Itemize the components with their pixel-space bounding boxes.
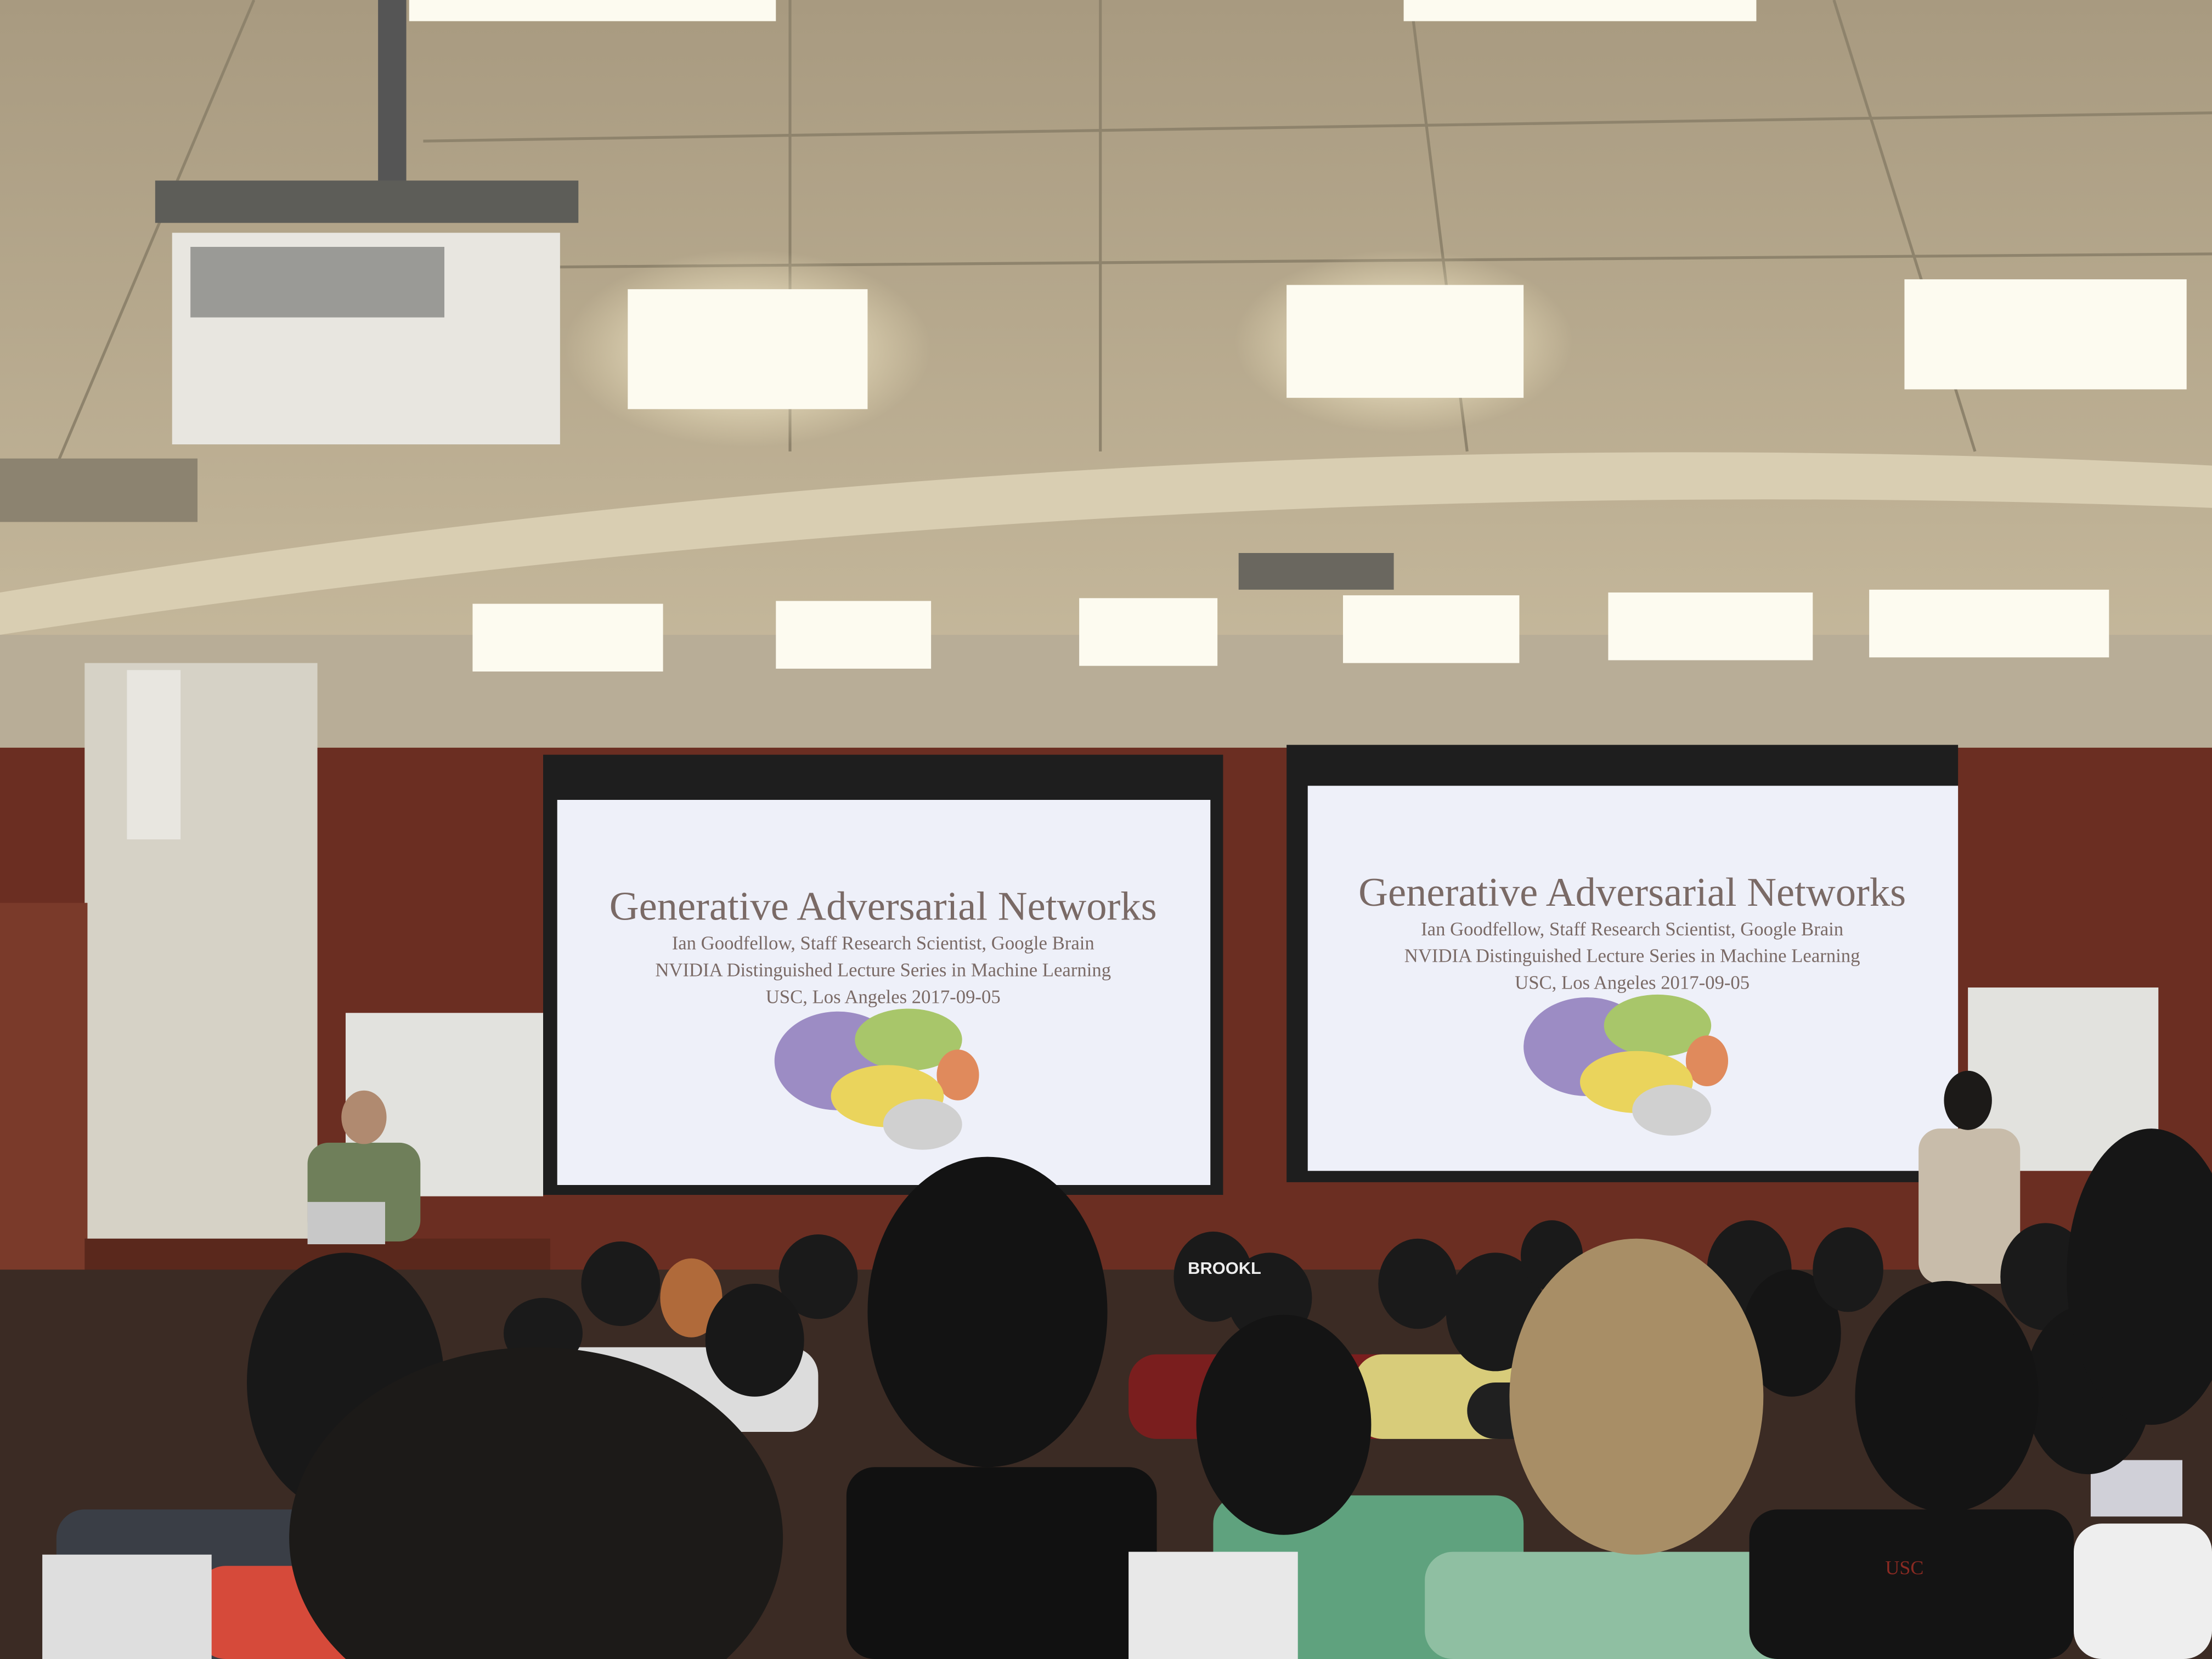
light bbox=[472, 603, 663, 672]
light bbox=[628, 289, 868, 409]
person-head bbox=[2067, 1128, 2212, 1425]
person-body bbox=[1749, 1509, 2074, 1659]
slide-line: USC, Los Angeles 2017-09-05 bbox=[1515, 972, 1750, 994]
brain-occipital bbox=[1685, 1035, 1728, 1086]
host-body bbox=[1918, 1128, 2021, 1284]
light bbox=[1343, 595, 1520, 663]
projector-mount bbox=[378, 0, 407, 184]
brain-occipital bbox=[936, 1049, 979, 1101]
person-body bbox=[1425, 1551, 1848, 1659]
light bbox=[1608, 592, 1813, 661]
ceiling-lights bbox=[409, 0, 2187, 672]
grid-line bbox=[423, 111, 2212, 143]
people: BROOKL USC bbox=[42, 1070, 2212, 1659]
person-head bbox=[1378, 1238, 1458, 1329]
light bbox=[409, 0, 776, 21]
air-vent bbox=[0, 458, 198, 522]
person-body bbox=[2074, 1523, 2212, 1659]
shirt-text: USC bbox=[1885, 1557, 1923, 1579]
person-head bbox=[867, 1156, 1108, 1468]
brain-cerebellum bbox=[883, 1099, 962, 1150]
light bbox=[776, 601, 932, 669]
lecturer-head bbox=[341, 1090, 387, 1144]
person-head bbox=[1813, 1227, 1883, 1312]
light bbox=[1904, 279, 2187, 390]
air-vent bbox=[1238, 553, 1394, 590]
person-head bbox=[581, 1241, 661, 1327]
laptop bbox=[42, 1554, 212, 1659]
person-head bbox=[1742, 1269, 1841, 1397]
slide-title: Generative Adversarial Networks bbox=[610, 884, 1157, 929]
speaker-box bbox=[127, 670, 181, 839]
slide-title: Generative Adversarial Networks bbox=[1358, 870, 1906, 915]
slide-line: NVIDIA Distinguished Lecture Series in M… bbox=[655, 959, 1111, 980]
brain-cerebellum bbox=[1632, 1085, 1712, 1136]
light bbox=[1403, 0, 1757, 21]
person-head bbox=[705, 1284, 804, 1397]
person-head bbox=[289, 1347, 783, 1659]
laptop bbox=[1128, 1551, 1298, 1659]
person-head bbox=[1855, 1280, 2039, 1513]
brain-parietal bbox=[855, 1008, 962, 1071]
grid-line bbox=[55, 0, 256, 466]
light bbox=[1286, 285, 1524, 398]
light bbox=[1869, 589, 2109, 658]
person-head bbox=[1196, 1314, 1372, 1535]
bulkhead bbox=[0, 452, 2212, 635]
slide-line: NVIDIA Distinguished Lecture Series in M… bbox=[1404, 945, 1860, 967]
slide-line: Ian Goodfellow, Staff Research Scientist… bbox=[672, 933, 1094, 954]
side-wall bbox=[84, 663, 318, 1284]
projector-shelf bbox=[155, 180, 579, 223]
light bbox=[1079, 598, 1218, 666]
slide-line: Ian Goodfellow, Staff Research Scientist… bbox=[1421, 918, 1843, 940]
person-head bbox=[1509, 1238, 1764, 1555]
person-head bbox=[660, 1258, 723, 1338]
brain-parietal bbox=[1604, 994, 1712, 1057]
lecturer-laptop bbox=[307, 1201, 385, 1244]
slides: Generative Adversarial Networks Ian Goodf… bbox=[610, 870, 1906, 1150]
cap-text: BROOKL bbox=[1188, 1259, 1261, 1278]
slide-line: USC, Los Angeles 2017-09-05 bbox=[766, 986, 1001, 1007]
host-head bbox=[1944, 1070, 1992, 1130]
projector-vent bbox=[190, 247, 444, 318]
person-body bbox=[846, 1467, 1157, 1659]
person-head bbox=[778, 1234, 858, 1319]
